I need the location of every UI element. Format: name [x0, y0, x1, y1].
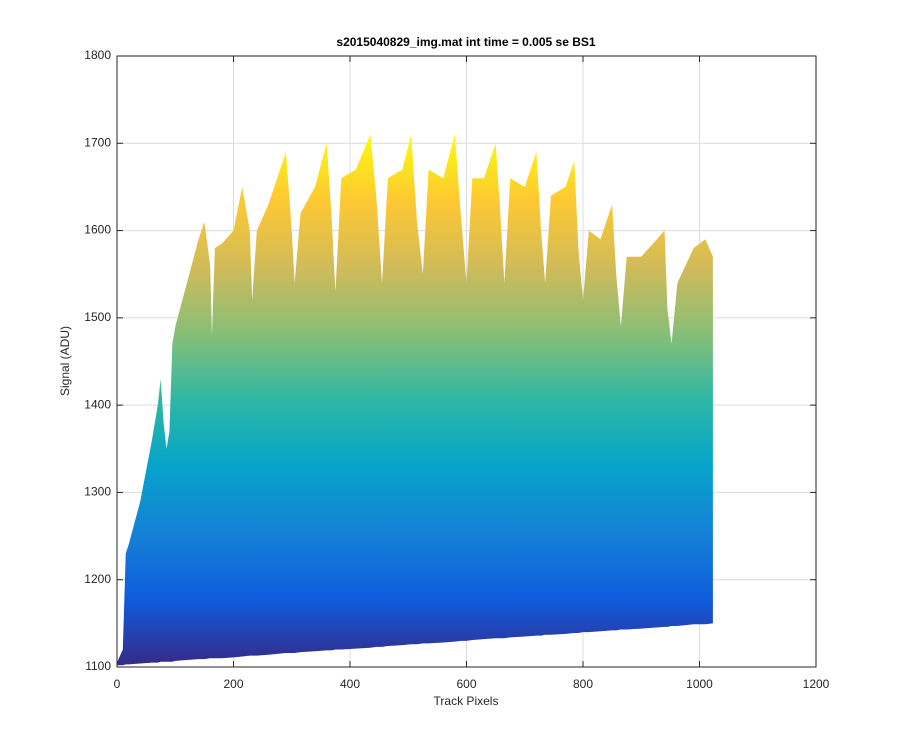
- y-tick-label: 1600: [84, 223, 111, 237]
- x-tick-label: 1200: [803, 677, 830, 691]
- x-tick-label: 0: [114, 677, 121, 691]
- y-tick-label: 1400: [84, 397, 111, 411]
- chart-title: s2015040829_img.mat int time = 0.005 se …: [336, 35, 595, 49]
- x-tick-label: 1000: [686, 677, 713, 691]
- y-tick-label: 1100: [85, 659, 111, 673]
- signal-band: [117, 134, 713, 666]
- y-tick-label: 1700: [84, 135, 111, 149]
- x-tick-label: 400: [340, 677, 360, 691]
- y-tick-label: 1200: [84, 572, 111, 586]
- x-axis-label: Track Pixels: [434, 694, 499, 708]
- x-tick-label: 800: [573, 677, 593, 691]
- y-tick-label: 1300: [84, 485, 111, 499]
- y-tick-label: 1500: [84, 310, 111, 324]
- x-tick-label: 600: [456, 677, 476, 691]
- y-tick-label: 1800: [84, 48, 111, 62]
- x-tick-label: 200: [223, 677, 243, 691]
- y-axis-label: Signal (ADU): [58, 326, 72, 396]
